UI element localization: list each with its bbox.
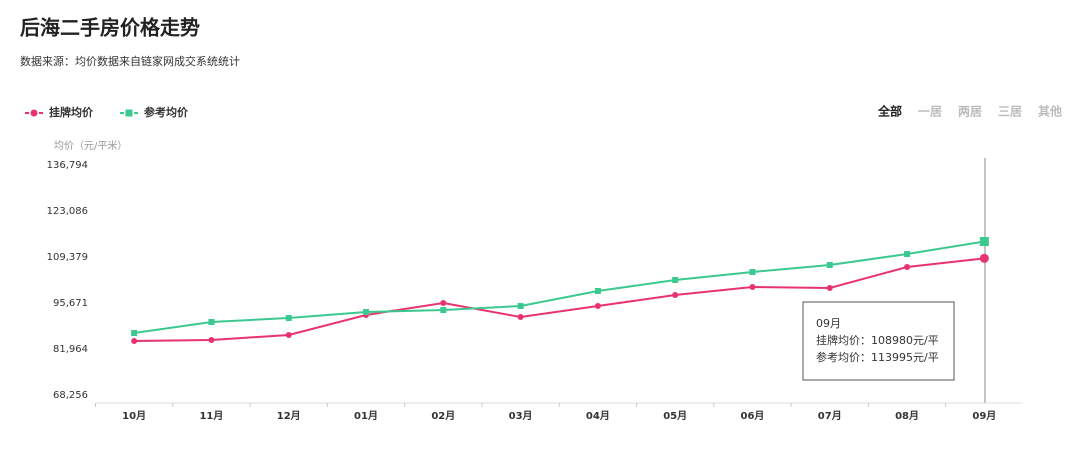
point [749,283,756,290]
point [594,287,601,294]
tab[interactable]: 两居 [958,105,982,119]
legend-label: 挂牌均价 [49,105,94,119]
tab[interactable]: 一居 [918,105,942,119]
x-tick-label: 01月 [354,410,378,422]
tab[interactable]: 全部 [877,104,902,119]
x-tick-label: 11月 [199,410,223,422]
x-tick-label: 04月 [586,410,610,422]
point [594,302,601,309]
point [979,253,989,263]
x-tick-label: 08月 [895,410,919,422]
point [904,263,911,270]
tab[interactable]: 其他 [1038,104,1062,119]
legend-marker [125,109,133,117]
point [131,337,138,344]
point [672,291,679,298]
x-tick-label: 07月 [818,410,842,422]
legend-marker [30,109,38,117]
y-tick-label: 109,379 [47,252,88,263]
point [285,315,292,322]
tooltip-title: 09月 [816,317,841,330]
x-tick-label: 03月 [509,410,533,422]
point [285,331,292,338]
point [363,308,370,315]
tab[interactable]: 三居 [998,105,1022,119]
y-tick-label: 95,671 [53,298,88,309]
x-tick-label: 10月 [122,410,146,422]
legend-label: 参考均价 [144,105,189,119]
y-axis-label: 均价（元/平米） [54,139,127,152]
point [440,307,447,314]
point [672,276,679,283]
point [208,336,215,343]
y-tick-label: 81,964 [53,344,88,355]
tooltip-box [802,301,955,381]
point [440,300,447,307]
y-tick-label: 68,256 [53,390,88,401]
y-tick-label: 136,794 [47,160,88,171]
point [904,251,911,258]
series-line [134,240,985,334]
point [208,318,215,325]
point [517,313,524,320]
x-tick-label: 02月 [431,410,455,422]
subtitle: 数据来源：均价数据来自链家网成交系统统计 [20,54,240,68]
series-line [134,257,985,342]
point [131,330,138,337]
x-tick-label: 06月 [741,410,765,422]
point [826,285,833,292]
point [826,261,833,268]
y-tick-label: 123,086 [47,206,88,217]
point [979,237,989,247]
x-tick-label: 05月 [663,410,687,422]
x-tick-label: 09月 [972,410,996,422]
tooltip-line: 参考均价：113995元/平 [816,350,939,364]
tooltip: 09月 挂牌均价：108980元/平 参考均价：113995元/平 [802,301,955,381]
chart-title: 后海二手房价格走势 [20,16,200,40]
point [749,268,756,275]
point [517,302,524,309]
tooltip-line: 挂牌均价：108980元/平 [816,333,939,347]
x-tick-label: 12月 [277,410,301,422]
